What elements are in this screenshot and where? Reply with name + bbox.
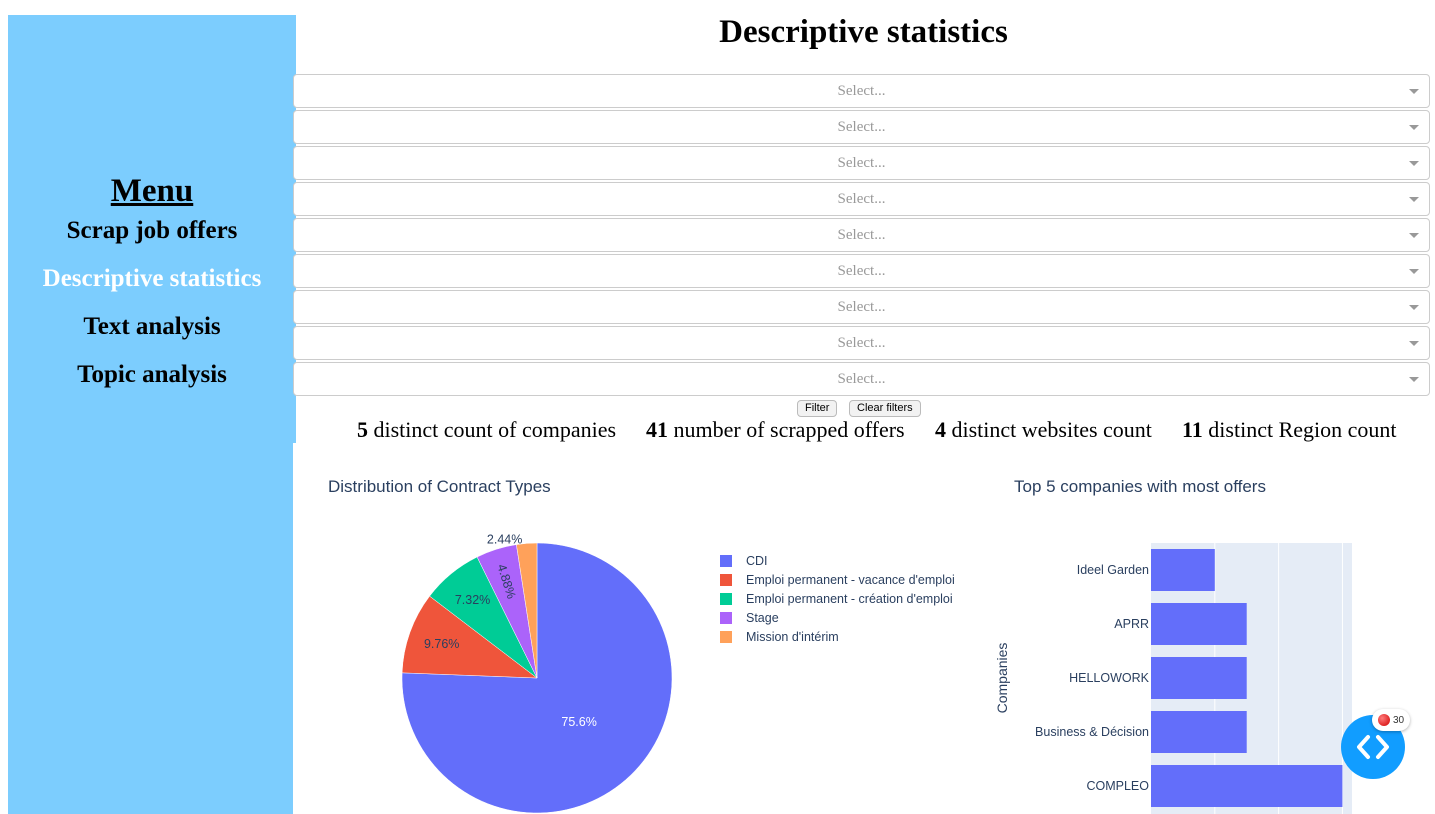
legend-label: Emploi permanent - création d'emploi (746, 591, 953, 606)
stat-label: distinct Region count (1202, 417, 1397, 442)
legend-label: CDI (746, 553, 768, 568)
legend-item[interactable]: Emploi permanent - création d'emploi (720, 589, 955, 608)
stat-distinct-websites: 4 distinct websites count (935, 417, 1152, 443)
sidebar-item-scrap-job-offers[interactable]: Scrap job offers (66, 217, 238, 244)
pie-slice[interactable] (401, 595, 538, 679)
legend-label: Mission d'intérim (746, 629, 839, 644)
filter-select-6[interactable]: Select... (293, 254, 1430, 288)
stat-distinct-companies: 5 distinct count of companies (357, 417, 616, 443)
chevron-down-icon[interactable] (1409, 125, 1419, 130)
y-tick-label: APRR (1114, 617, 1149, 631)
legend-swatch (720, 554, 732, 567)
chevron-down-icon[interactable] (1409, 305, 1419, 310)
filter-select-5[interactable]: Select... (293, 218, 1430, 252)
y-axis-label: Companies (994, 643, 1010, 714)
pie-slice[interactable] (516, 542, 538, 679)
select-placeholder: Select... (837, 263, 886, 279)
filter-select-8[interactable]: Select... (293, 326, 1430, 360)
stat-value: 5 (357, 417, 368, 442)
legend-swatch (720, 592, 732, 605)
bar-chart-title: Top 5 companies with most offers (1014, 477, 1266, 496)
pie-percent-label: 75.6% (561, 715, 596, 729)
stat-label: distinct websites count (946, 417, 1152, 442)
filter-select-3[interactable]: Select... (293, 146, 1430, 180)
menu-title: Menu (110, 173, 194, 209)
page-title: Descriptive statistics (719, 14, 1008, 50)
error-count: 30 (1392, 714, 1405, 726)
stat-scrapped-offers: 41 number of scrapped offers (646, 417, 905, 443)
legend-swatch (720, 573, 732, 586)
legend-item[interactable]: Stage (720, 608, 955, 627)
chevron-down-icon[interactable] (1409, 89, 1419, 94)
legend-item[interactable]: Mission d'intérim (720, 627, 955, 646)
legend-label: Stage (746, 610, 779, 625)
bar[interactable] (1151, 711, 1247, 753)
legend-swatch (720, 630, 732, 643)
y-tick-label: Business & Décision (1035, 725, 1149, 739)
select-placeholder: Select... (837, 119, 886, 135)
legend-swatch (720, 611, 732, 624)
select-placeholder: Select... (837, 155, 886, 171)
pie-percent-label: 2.44% (487, 532, 522, 546)
bar[interactable] (1151, 765, 1343, 807)
filter-select-9[interactable]: Select... (293, 362, 1430, 396)
chevron-down-icon[interactable] (1409, 269, 1419, 274)
clear-filters-button[interactable]: Clear filters (849, 400, 921, 417)
sidebar: Menu Scrap job offers Descriptive statis… (8, 15, 296, 814)
select-placeholder: Select... (837, 299, 886, 315)
contract-types-pie-chart: 75.6%9.76%7.32% 4.88%2.44% (401, 532, 673, 814)
chevron-down-icon[interactable] (1409, 197, 1419, 202)
sidebar-item-topic-analysis[interactable]: Topic analysis (77, 361, 227, 388)
bar[interactable] (1151, 603, 1247, 645)
top-companies-bar-chart: Ideel Garden APRR HELLOWORK Business & Déci… (994, 543, 1352, 814)
pie-percent-label: 7.32% (455, 593, 490, 607)
select-placeholder: Select... (837, 371, 886, 387)
filter-button[interactable]: Filter (797, 400, 838, 417)
stat-value: 4 (935, 417, 946, 442)
chevron-down-icon[interactable] (1409, 341, 1419, 346)
sidebar-item-text-analysis[interactable]: Text analysis (83, 313, 221, 340)
stat-value: 41 (646, 417, 668, 442)
select-placeholder: Select... (837, 335, 886, 351)
select-placeholder: Select... (837, 227, 886, 243)
pie-chart-title: Distribution of Contract Types (328, 477, 551, 496)
stat-label: number of scrapped offers (668, 417, 905, 442)
code-brackets-icon (1357, 735, 1389, 759)
y-tick-label: Ideel Garden (1077, 563, 1149, 577)
filter-select-2[interactable]: Select... (293, 110, 1430, 144)
legend-label: Emploi permanent - vacance d'emploi (746, 572, 955, 587)
sidebar-item-descriptive-statistics[interactable]: Descriptive statistics (42, 265, 262, 292)
filter-select-1[interactable]: Select... (293, 74, 1430, 108)
y-tick-label: HELLOWORK (1069, 671, 1150, 685)
stat-distinct-regions: 11 distinct Region count (1182, 417, 1397, 443)
bar[interactable] (1151, 549, 1215, 591)
filter-select-4[interactable]: Select... (293, 182, 1430, 216)
pie-percent-label: 9.76% (424, 637, 459, 651)
filter-select-7[interactable]: Select... (293, 290, 1430, 324)
sidebar-edge (293, 443, 296, 814)
stat-label: distinct count of companies (368, 417, 617, 442)
error-count-badge[interactable]: 30 (1372, 709, 1410, 731)
bar[interactable] (1151, 657, 1247, 699)
legend-item[interactable]: CDI (720, 551, 955, 570)
stat-value: 11 (1182, 417, 1203, 442)
error-dot-icon (1377, 714, 1390, 726)
select-placeholder: Select... (837, 83, 886, 99)
chevron-down-icon[interactable] (1409, 377, 1419, 382)
chevron-down-icon[interactable] (1409, 233, 1419, 238)
legend-item[interactable]: Emploi permanent - vacance d'emploi (720, 570, 955, 589)
y-tick-label: COMPLEO (1086, 779, 1149, 793)
pie-legend: CDI Emploi permanent - vacance d'emploi Em… (720, 551, 955, 646)
select-placeholder: Select... (837, 191, 886, 207)
chevron-down-icon[interactable] (1409, 161, 1419, 166)
